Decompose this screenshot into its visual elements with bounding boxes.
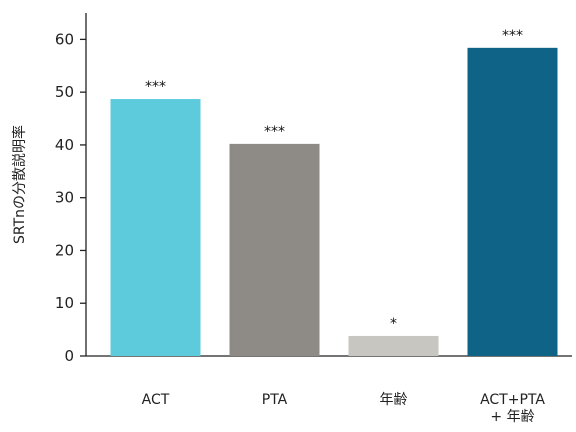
significance-label-2: *** [264, 124, 285, 140]
y-tick-label-0: 0 [64, 347, 74, 365]
bar-1 [110, 99, 201, 356]
bar-2 [229, 143, 320, 356]
y-tick-label-20: 20 [55, 241, 74, 259]
category-label-2: PTA [262, 392, 288, 408]
category-label-3: 年齢 [380, 392, 408, 408]
y-tick-label-60: 60 [55, 30, 74, 48]
bar-3 [348, 335, 439, 356]
y-tick-label-40: 40 [55, 136, 74, 154]
plot-area: 0 10 20 30 40 50 60 SRTnの分散説明率 *** ACT *** PTA * 年齢 **… [11, 13, 572, 425]
y-tick-label-30: 30 [55, 189, 74, 207]
category-label-4: ACT+PTA + 年齢 [480, 392, 545, 425]
y-tick-label-50: 50 [55, 83, 74, 101]
bar-4 [467, 47, 558, 356]
significance-label-4: *** [502, 28, 523, 44]
significance-label-3: * [390, 316, 397, 332]
significance-label-1: *** [145, 79, 166, 95]
y-tick-label-10: 10 [55, 294, 74, 312]
y-axis-label: SRTnの分散説明率 [11, 125, 28, 244]
category-label-1: ACT [142, 392, 170, 408]
